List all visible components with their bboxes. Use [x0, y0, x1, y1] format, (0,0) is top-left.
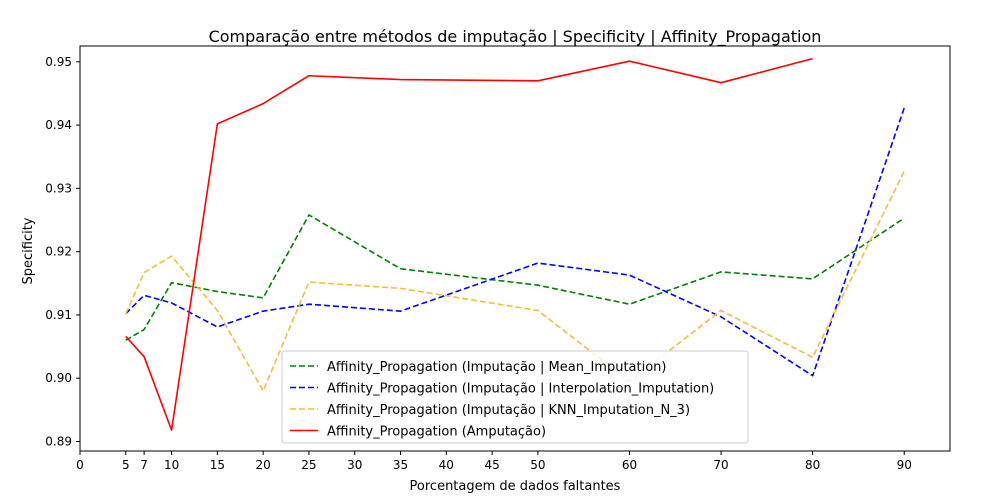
x-tick-label: 50 [530, 458, 545, 472]
x-tick-label: 25 [301, 458, 316, 472]
series-line-1 [125, 214, 905, 341]
x-tick-label: 70 [713, 458, 728, 472]
y-axis-label: Specificity [21, 217, 36, 284]
x-tick-label: 60 [622, 458, 637, 472]
legend-label-1: Affinity_Propagation (Imputação | Mean_I… [327, 360, 666, 375]
series-line-4 [125, 57, 813, 431]
legend-label-3: Affinity_Propagation (Imputação | KNN_Im… [327, 403, 690, 418]
legend-label-4: Affinity_Propagation (Amputação) [327, 425, 546, 440]
series-lines [125, 57, 905, 431]
y-tick-label: 0.89 [45, 435, 72, 449]
x-tick-label: 45 [484, 458, 499, 472]
x-tick-label: 40 [439, 458, 454, 472]
series-line-3 [125, 170, 905, 392]
x-tick-label: 5 [122, 458, 130, 472]
x-axis: 0 5 7 10 15 20 25 30 35 40 45 50 60 70 80 90 [76, 451, 912, 472]
chart-title: Comparação entre métodos de imputação | … [209, 27, 822, 47]
x-tick-label: 35 [393, 458, 408, 472]
y-tick-label: 0.95 [45, 55, 72, 69]
series-line-2 [125, 107, 905, 377]
x-tick-label: 7 [140, 458, 148, 472]
x-axis-label: Porcentagem de dados faltantes [410, 479, 621, 494]
x-tick-label: 80 [805, 458, 820, 472]
legend-label-2: Affinity_Propagation (Imputação | Interp… [327, 382, 714, 397]
legend: Affinity_Propagation (Imputação | Mean_I… [281, 350, 749, 444]
y-tick-label: 0.93 [45, 181, 72, 195]
x-tick-label: 30 [347, 458, 362, 472]
legend-box [281, 350, 749, 444]
y-tick-label: 0.90 [45, 371, 72, 385]
x-tick-label: 0 [76, 458, 84, 472]
y-tick-label: 0.94 [45, 118, 72, 132]
x-tick-label: 10 [164, 458, 179, 472]
x-tick-label: 15 [210, 458, 225, 472]
x-tick-label: 90 [897, 458, 912, 472]
y-tick-label: 0.91 [45, 308, 72, 322]
y-axis: 0.89 0.90 0.91 0.92 0.93 0.94 0.95 [45, 55, 80, 449]
x-tick-label: 20 [256, 458, 271, 472]
y-tick-label: 0.92 [45, 245, 72, 259]
